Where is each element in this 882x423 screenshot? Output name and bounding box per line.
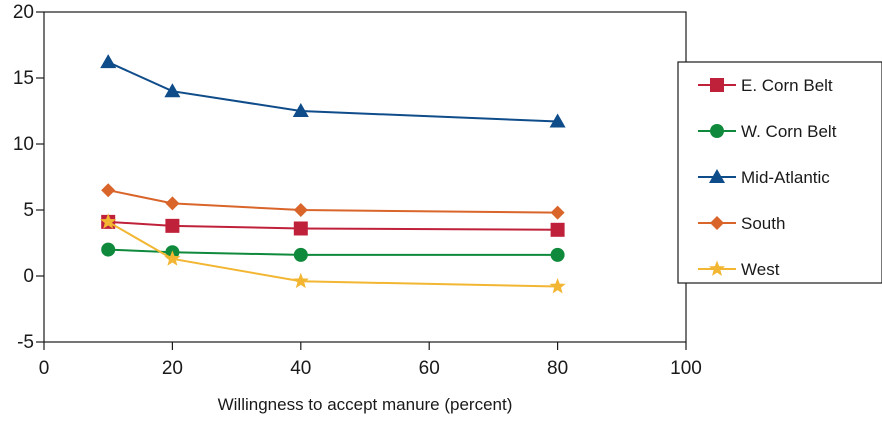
legend-marker <box>708 260 726 276</box>
legend: E. Corn Belt W. Corn Belt Mid-Atlantic Sout… <box>677 61 882 284</box>
data-point <box>550 222 565 237</box>
data-point <box>550 247 565 262</box>
data-point <box>293 247 308 262</box>
data-point <box>101 183 116 198</box>
data-point <box>549 113 566 128</box>
legend-label: E. Corn Belt <box>741 76 833 95</box>
x-tick-label: 40 <box>290 358 311 379</box>
y-tick-label: 5 <box>23 200 34 221</box>
data-point <box>100 54 117 69</box>
legend-label: South <box>741 214 785 233</box>
x-axis: 0 20 40 60 80 100 <box>39 342 702 379</box>
legend-marker <box>710 124 724 138</box>
data-point <box>164 250 181 266</box>
legend-label: W. Corn Belt <box>741 122 837 141</box>
series-layer <box>100 54 566 294</box>
y-tick-label: 20 <box>13 2 34 23</box>
series-line <box>107 61 558 123</box>
x-tick-label: 100 <box>670 358 702 379</box>
data-point <box>101 242 116 257</box>
legend-marker <box>710 78 724 92</box>
y-tick-label: 15 <box>13 68 34 89</box>
legend-label: Mid-Atlantic <box>741 168 830 187</box>
series-south <box>101 183 565 220</box>
data-point <box>292 272 309 289</box>
legend-item: West <box>698 260 780 279</box>
x-tick-label: 60 <box>419 358 440 379</box>
series-line <box>108 220 558 231</box>
data-point <box>293 203 308 217</box>
legend-marker <box>709 169 725 183</box>
legend-item: W. Corn Belt <box>698 122 837 141</box>
y-tick-label: 0 <box>23 266 34 287</box>
data-point <box>165 218 180 233</box>
series-e-corn-belt <box>101 214 565 237</box>
series-line <box>107 189 558 214</box>
data-point <box>165 196 180 211</box>
legend-box <box>677 61 882 284</box>
y-tick-label: -5 <box>17 332 34 353</box>
series-mid-atlantic <box>100 54 566 128</box>
x-tick-label: 0 <box>39 358 50 379</box>
legend-items: E. Corn Belt W. Corn Belt Mid-Atlantic Sout… <box>698 76 837 279</box>
legend-marker <box>710 216 724 230</box>
data-point <box>292 103 309 117</box>
data-point <box>164 83 181 98</box>
legend-label: West <box>741 260 780 279</box>
data-point <box>293 221 308 236</box>
y-tick-label: 10 <box>13 134 34 155</box>
series-west <box>100 213 566 294</box>
x-axis-title: Willingness to accept manure (percent) <box>218 395 513 414</box>
legend-item: Mid-Atlantic <box>698 168 830 187</box>
legend-item: South <box>698 214 785 233</box>
data-point <box>100 213 117 229</box>
x-tick-label: 80 <box>547 358 568 379</box>
data-point <box>550 205 565 220</box>
data-point <box>549 278 566 294</box>
series-line <box>108 248 558 256</box>
y-axis: -5 0 5 10 15 20 <box>13 2 44 353</box>
series-line <box>107 221 558 288</box>
plot-area-frame <box>43 11 687 343</box>
x-tick-label: 20 <box>162 358 183 379</box>
legend-item: E. Corn Belt <box>698 76 833 95</box>
